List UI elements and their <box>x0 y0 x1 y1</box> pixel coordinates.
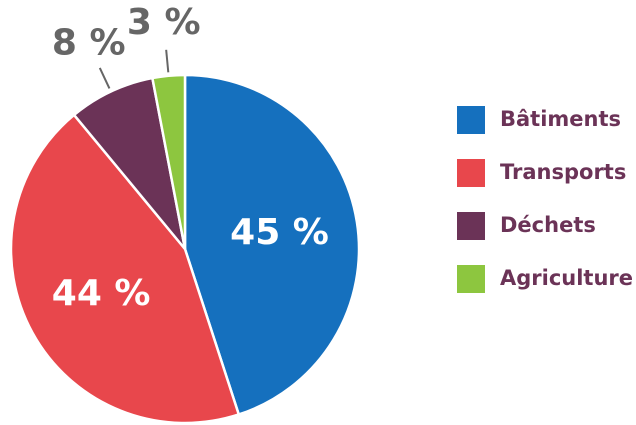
pie-slice <box>183 73 361 417</box>
legend-swatch <box>457 159 485 187</box>
pie-slice <box>9 113 241 425</box>
legend-label: Transports <box>500 160 626 184</box>
slice-label: 44 % <box>52 273 151 314</box>
pie-slice <box>150 73 187 250</box>
legend-label: Agriculture <box>500 266 633 290</box>
legend-swatch <box>457 265 485 293</box>
legend-label: Bâtiments <box>500 107 621 131</box>
leader-line <box>165 49 170 73</box>
legend-swatch <box>457 212 485 240</box>
slice-label: 8 % <box>52 22 126 63</box>
legend-label: Déchets <box>500 213 596 237</box>
slice-label: 3 % <box>127 2 201 43</box>
leader-line <box>98 67 111 89</box>
slice-label: 45 % <box>230 212 329 253</box>
legend-swatch <box>457 106 485 134</box>
